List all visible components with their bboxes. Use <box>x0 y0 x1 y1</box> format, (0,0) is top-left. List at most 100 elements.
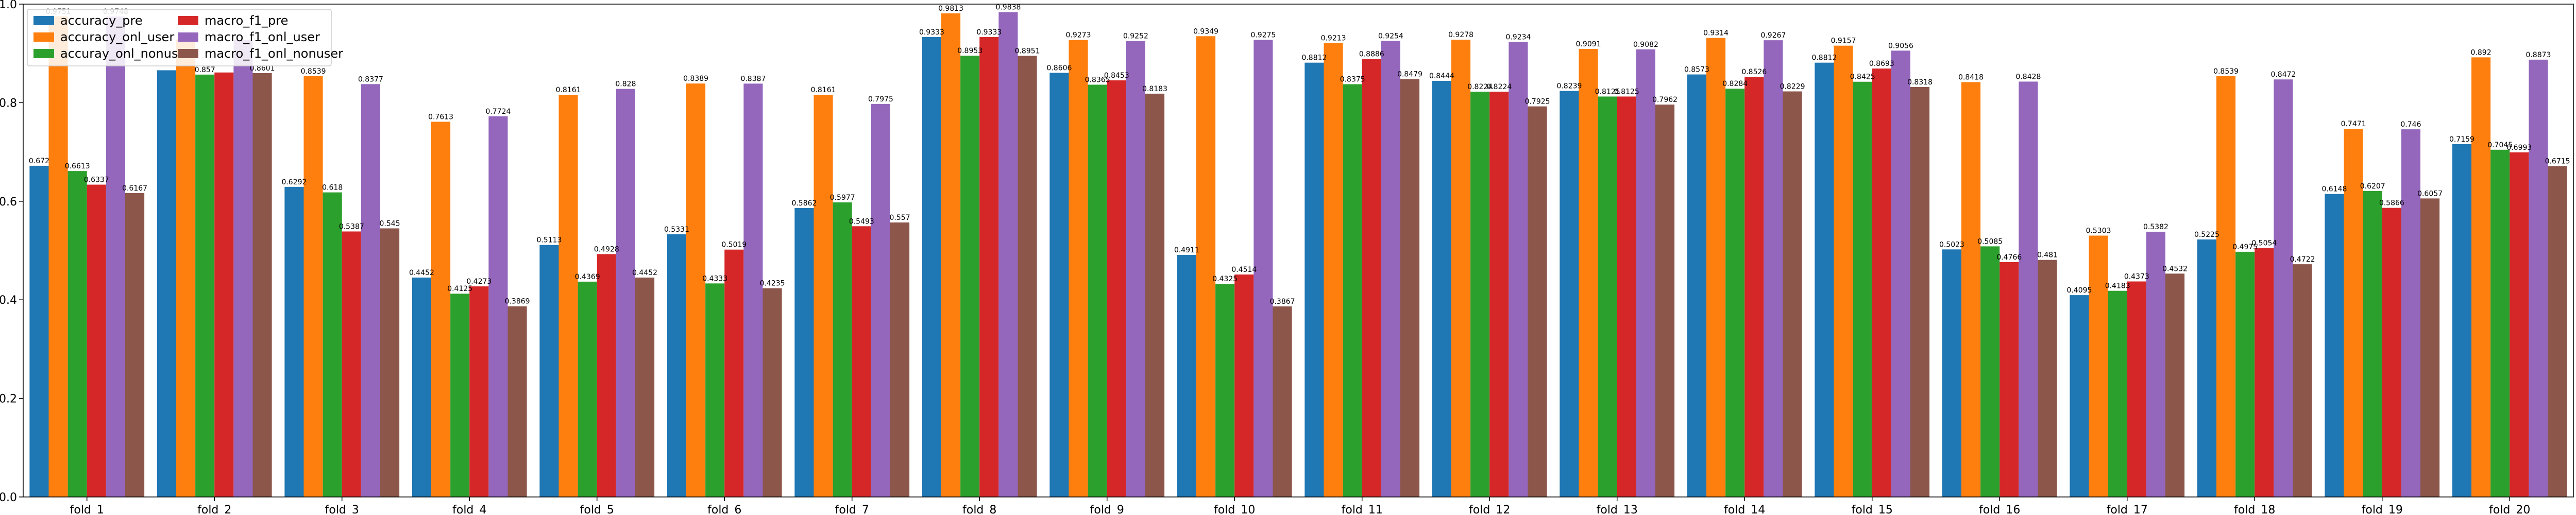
bar-accuracy_onl_user-fold_5 <box>558 94 578 497</box>
bar-accuray_onl_nonuser-fold_9 <box>1088 84 1107 497</box>
bar-accuracy_pre-fold_20 <box>2452 144 2471 497</box>
bar-macro_f1_onl_nonuser-fold_17 <box>2165 273 2185 497</box>
data-label-macro_f1_onl_user-fold_16: 0.8428 <box>2015 73 2041 81</box>
bar-macro_f1_onl_user-fold_1 <box>106 16 125 497</box>
data-label-accuracy_pre-fold_3: 0.6292 <box>281 178 307 186</box>
data-label-accuracy_onl_user-fold_19: 0.7471 <box>2341 120 2366 128</box>
data-label-accuracy_pre-fold_15: 0.8812 <box>1811 54 1837 62</box>
bar-macro_f1_onl_nonuser-fold_19 <box>2420 198 2440 497</box>
legend-swatch-accuracy_onl_user <box>33 32 54 42</box>
bar-accuracy_pre-fold_17 <box>2070 295 2089 497</box>
bar-macro_f1_onl_nonuser-fold_2 <box>252 73 272 497</box>
data-label-accuracy_onl_user-fold_6: 0.8389 <box>683 75 708 83</box>
bar-accuracy_onl_user-fold_19 <box>2344 129 2363 497</box>
data-label-accuray_onl_nonuser-fold_2: 0.857 <box>195 66 215 74</box>
data-label-accuracy_pre-fold_20: 0.7159 <box>2449 135 2475 144</box>
x-tick-label: fold_7 <box>835 504 869 515</box>
bar-macro_f1_onl_nonuser-fold_4 <box>507 306 527 497</box>
bar-macro_f1_onl_nonuser-fold_14 <box>1783 91 1802 497</box>
bar-accuracy_pre-fold_10 <box>1177 255 1196 497</box>
bar-accuracy_onl_user-fold_15 <box>1834 45 1853 497</box>
data-label-macro_f1_onl_nonuser-fold_12: 0.7925 <box>1525 98 1550 106</box>
data-label-macro_f1_onl_nonuser-fold_1: 0.6167 <box>122 184 147 193</box>
data-label-macro_f1_onl_nonuser-fold_14: 0.8229 <box>1780 82 1805 91</box>
data-label-macro_f1_onl_user-fold_11: 0.9254 <box>1378 32 1403 40</box>
legend-label-accuray_onl_nonuser: accuray_onl_nonuser <box>60 46 191 61</box>
bar-macro_f1_onl_user-fold_11 <box>1381 41 1400 497</box>
bar-macro_f1_pre-fold_20 <box>2510 152 2529 497</box>
data-label-macro_f1_onl_user-fold_13: 0.9082 <box>1633 41 1658 49</box>
data-label-accuray_onl_nonuser-fold_8: 0.8953 <box>957 47 982 55</box>
data-label-accuracy_pre-fold_17: 0.4095 <box>2066 286 2092 295</box>
x-tick-label: fold_1 <box>70 504 104 515</box>
bar-accuracy_onl_user-fold_11 <box>1324 43 1343 497</box>
x-tick-label: fold_19 <box>2362 504 2403 515</box>
bar-macro_f1_onl_user-fold_14 <box>1764 40 1783 497</box>
bar-accuray_onl_nonuser-fold_18 <box>2235 251 2255 497</box>
data-label-accuray_onl_nonuser-fold_5: 0.4369 <box>575 273 600 281</box>
bar-accuray_onl_nonuser-fold_12 <box>1470 91 1490 497</box>
bar-accuray_onl_nonuser-fold_5 <box>578 281 597 497</box>
legend-swatch-macro_f1_onl_user <box>178 32 198 42</box>
data-label-accuracy_onl_user-fold_20: 0.892 <box>2471 48 2492 57</box>
data-label-macro_f1_pre-fold_18: 0.5054 <box>2251 239 2277 247</box>
bar-macro_f1_onl_nonuser-fold_3 <box>380 228 400 497</box>
bar-accuracy_onl_user-fold_3 <box>303 76 323 497</box>
legend: accuracy_pre accuracy_onl_user accuray_onl… <box>27 9 343 66</box>
data-label-macro_f1_onl_user-fold_14: 0.9267 <box>1760 31 1786 40</box>
x-tick-label: fold_8 <box>962 504 996 515</box>
data-label-accuracy_pre-fold_6: 0.5331 <box>664 226 689 234</box>
bar-macro_f1_pre-fold_19 <box>2382 208 2401 497</box>
bar-accuray_onl_nonuser-fold_10 <box>1215 284 1235 497</box>
data-label-accuracy_onl_user-fold_3: 0.8539 <box>301 67 326 76</box>
bar-macro_f1_pre-fold_10 <box>1234 274 1254 497</box>
data-label-accuracy_onl_user-fold_7: 0.8161 <box>811 86 836 94</box>
bar-macro_f1_onl_nonuser-fold_6 <box>762 288 782 497</box>
bar-macro_f1_onl_user-fold_3 <box>361 84 380 497</box>
bar-macro_f1_onl_nonuser-fold_5 <box>635 277 655 497</box>
data-label-macro_f1_onl_user-fold_10: 0.9275 <box>1250 31 1276 39</box>
bar-macro_f1_onl_user-fold_9 <box>1126 41 1145 497</box>
data-label-macro_f1_pre-fold_19: 0.5866 <box>2379 199 2404 208</box>
bars-group <box>29 12 2567 497</box>
data-label-macro_f1_pre-fold_4: 0.4273 <box>466 278 492 286</box>
data-label-macro_f1_onl_user-fold_6: 0.8387 <box>740 75 766 83</box>
bar-accuray_onl_nonuser-fold_3 <box>323 192 342 497</box>
bar-macro_f1_onl_user-fold_12 <box>1509 42 1528 497</box>
data-label-accuracy_pre-fold_14: 0.8573 <box>1684 66 1709 74</box>
bar-accuracy_pre-fold_15 <box>1815 62 1834 497</box>
bar-accuracy_onl_user-fold_9 <box>1069 40 1088 497</box>
data-label-macro_f1_onl_user-fold_20: 0.8873 <box>2526 51 2551 59</box>
legend-swatch-macro_f1_onl_nonuser <box>178 49 198 58</box>
data-label-macro_f1_pre-fold_15: 0.8693 <box>1869 60 1894 68</box>
bar-accuracy_pre-fold_6 <box>667 234 686 497</box>
bar-macro_f1_pre-fold_6 <box>724 249 744 497</box>
data-label-accuray_onl_nonuser-fold_10: 0.4325 <box>1212 275 1238 283</box>
bar-macro_f1_onl_nonuser-fold_12 <box>1528 106 1547 497</box>
bar-macro_f1_onl_user-fold_6 <box>743 83 763 497</box>
data-label-macro_f1_pre-fold_6: 0.5019 <box>721 241 747 249</box>
data-label-macro_f1_onl_nonuser-fold_19: 0.6057 <box>2417 190 2443 198</box>
data-label-accuray_onl_nonuser-fold_17: 0.4183 <box>2105 282 2130 290</box>
data-label-macro_f1_onl_user-fold_5: 0.828 <box>615 80 636 89</box>
data-label-macro_f1_onl_user-fold_3: 0.8377 <box>358 75 383 83</box>
data-label-macro_f1_onl_user-fold_17: 0.5382 <box>2143 223 2168 231</box>
data-label-accuray_onl_nonuser-fold_19: 0.6207 <box>2360 182 2385 191</box>
data-label-macro_f1_onl_user-fold_7: 0.7975 <box>868 95 893 104</box>
data-label-macro_f1_pre-fold_3: 0.5387 <box>339 222 364 231</box>
bar-accuray_onl_nonuser-fold_14 <box>1725 89 1745 497</box>
data-label-accuracy_onl_user-fold_5: 0.8161 <box>556 86 581 94</box>
bar-macro_f1_onl_nonuser-fold_20 <box>2548 166 2567 497</box>
data-label-macro_f1_pre-fold_9: 0.8453 <box>1104 72 1129 80</box>
data-label-macro_f1_onl_nonuser-fold_2: 0.8601 <box>250 64 275 73</box>
bar-accuracy_onl_user-fold_2 <box>176 39 196 497</box>
bar-macro_f1_onl_user-fold_15 <box>1891 50 1910 497</box>
bar-accuracy_onl_user-fold_8 <box>941 13 961 497</box>
bar-macro_f1_pre-fold_2 <box>214 72 234 497</box>
data-label-accuray_onl_nonuser-fold_4: 0.4125 <box>447 285 472 293</box>
bar-macro_f1_pre-fold_5 <box>597 254 616 497</box>
x-tick-label: fold_13 <box>1597 504 1638 515</box>
bar-accuray_onl_nonuser-fold_11 <box>1343 84 1362 497</box>
